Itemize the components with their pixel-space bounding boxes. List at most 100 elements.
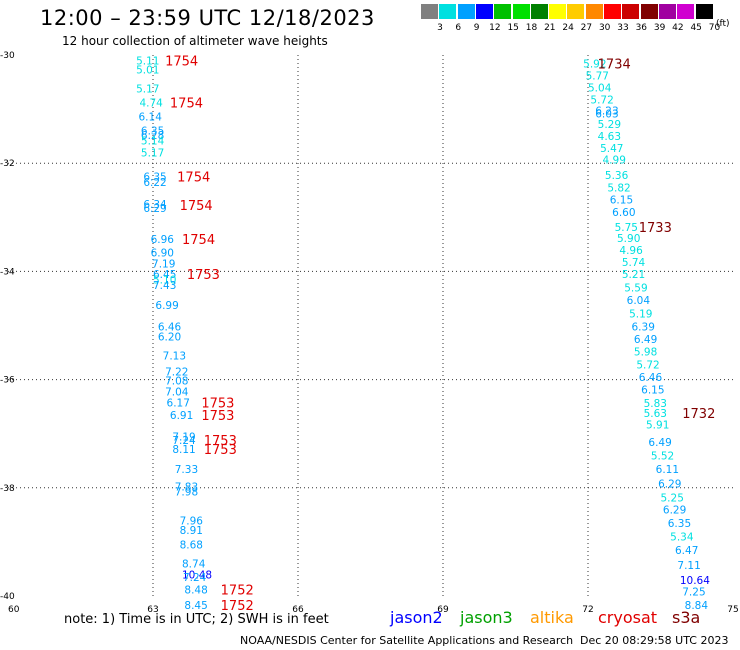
wave-height-value: 7.24 — [172, 435, 196, 447]
wave-height-value: 5.47 — [600, 143, 623, 155]
time-label: 1733 — [639, 221, 672, 236]
wave-height-value: 6.03 — [595, 108, 618, 120]
wave-height-value: 5.59 — [624, 283, 647, 295]
legend-swatch — [421, 4, 438, 19]
axis-ticks: 60 63 66 69 72 75 -30 -32 -34 -36 -38 -40 — [0, 51, 739, 615]
satellite-name: jason3 — [460, 608, 513, 627]
legend-label: 30 — [598, 23, 611, 33]
legend-label: 70 — [708, 23, 721, 33]
wave-height-value: 6.23 — [595, 106, 618, 118]
wave-height-value: 8.68 — [180, 540, 203, 552]
wave-height-value: 5.52 — [651, 450, 674, 462]
wave-height-value: 6.47 — [675, 545, 698, 557]
lon-tick-label: 72 — [582, 605, 593, 615]
lat-tick-label: -38 — [0, 484, 15, 494]
wave-height-value: 6.15 — [610, 194, 633, 206]
wave-height-value: 8.74 — [182, 559, 206, 571]
wave-height-value: 5.74 — [622, 257, 646, 269]
legend-swatch — [640, 4, 658, 19]
wave-height-value: 8.91 — [180, 525, 203, 537]
lat-tick-label: -32 — [0, 159, 15, 169]
wave-height-value: 5.90 — [617, 233, 640, 245]
legend-units: (ft) — [716, 19, 730, 29]
legend-label: 9 — [473, 23, 480, 33]
wave-height-value: 7.11 — [677, 560, 700, 572]
wave-height-value: 5.75 — [615, 222, 638, 234]
page-title: 12:00 – 23:59 UTC 12/18/2023 — [40, 6, 375, 30]
time-label: 1752 — [221, 599, 254, 614]
satellite-name: altika — [530, 608, 574, 627]
wave-height-value: 8.45 — [184, 600, 207, 612]
legend-label: 12 — [489, 23, 501, 33]
footer-credit: NOAA/NESDIS Center for Satellite Applica… — [240, 634, 574, 647]
wave-height-value: 7.33 — [175, 464, 198, 476]
wave-height-value: 6.17 — [167, 397, 190, 409]
wave-height-value: 6.35 — [668, 518, 691, 530]
wave-height-value: 6.91 — [170, 410, 193, 422]
legend-label: 24 — [562, 23, 574, 33]
wave-height-value: 6.04 — [627, 295, 651, 307]
page-subtitle: 12 hour collection of altimeter wave hei… — [62, 34, 328, 48]
wave-height-value: 10.48 — [182, 569, 212, 581]
wave-height-value: 5.11 — [136, 55, 159, 67]
wave-height-value: 4.74 — [139, 98, 163, 110]
wave-height-value: 7.04 — [165, 387, 189, 399]
wave-height-value: 5.63 — [644, 408, 667, 420]
wave-height-value: 6.28 — [141, 130, 164, 142]
legend-swatch — [567, 4, 585, 19]
legend-swatch — [658, 4, 676, 19]
legend-label: 33 — [617, 23, 629, 33]
wave-height-value: 5.72 — [636, 359, 659, 371]
wave-height-value: 5.77 — [586, 71, 609, 83]
wave-height-value: 6.39 — [632, 322, 655, 334]
legend-swatch — [604, 4, 621, 19]
wave-height-value: 7.08 — [165, 376, 188, 388]
wave-height-value: 7.83 — [175, 482, 198, 494]
wave-height-value: 8.84 — [685, 600, 709, 612]
map-grid — [8, 55, 733, 596]
time-label: 1753 — [201, 396, 234, 411]
wave-height-value: 5.34 — [670, 531, 694, 543]
wave-height-value: 6.90 — [151, 247, 174, 259]
wave-height-value: 5.21 — [622, 269, 645, 281]
satellite-name: cryosat — [598, 608, 658, 627]
wave-height-value: 5.04 — [588, 82, 612, 94]
wave-height-value: 5.82 — [607, 183, 630, 195]
wave-height-value: 4.96 — [619, 245, 643, 257]
wave-height-value: 6.35 — [141, 126, 164, 138]
wave-height-value: 6.22 — [143, 177, 166, 189]
wave-height-value: 6.29 — [143, 203, 166, 215]
wave-height-value: 6.29 — [658, 478, 681, 490]
lat-tick-label: -34 — [0, 267, 15, 277]
wave-height-value: 8.11 — [172, 444, 195, 456]
time-label: 1732 — [682, 407, 715, 422]
wave-height-value: 5.10 — [153, 275, 176, 287]
wave-height-value: 5.72 — [590, 94, 613, 106]
wave-height-value: 5.17 — [141, 147, 164, 159]
time-label: 1753 — [204, 443, 237, 458]
legend-swatch — [695, 4, 713, 19]
wave-height-value: 7.19 — [172, 431, 195, 443]
legend-swatch — [475, 4, 493, 19]
wave-height-value: 4.99 — [603, 154, 626, 166]
legend-swatch — [457, 4, 475, 19]
wave-height-value: 5.98 — [634, 346, 657, 358]
legend-swatch — [677, 4, 695, 19]
wave-height-value: 8.48 — [184, 585, 207, 597]
wave-height-value: 6.46 — [639, 372, 663, 384]
color-legend: 3 6 9 12 15 18 21 24 27 30 33 36 39 42 45 70 — [421, 4, 740, 36]
time-label: 1754 — [182, 233, 215, 248]
legend-label: 15 — [507, 23, 519, 33]
wave-height-value: 5.83 — [644, 398, 667, 410]
wave-height-value: 7.43 — [153, 280, 176, 292]
wave-height-value: 6.14 — [139, 112, 163, 124]
lat-tick-label: -40 — [0, 592, 15, 602]
wave-height-value: 7.19 — [152, 258, 175, 270]
footer-timestamp: Dec 20 08:29:58 UTC 2023 — [580, 634, 729, 647]
legend-label: 6 — [455, 23, 462, 33]
legend-swatch — [549, 4, 567, 19]
wave-height-value: 6.46 — [158, 322, 182, 334]
wave-height-value: 6.20 — [158, 331, 181, 343]
wave-height-value: 6.35 — [143, 172, 166, 184]
legend-label: 36 — [635, 23, 648, 33]
